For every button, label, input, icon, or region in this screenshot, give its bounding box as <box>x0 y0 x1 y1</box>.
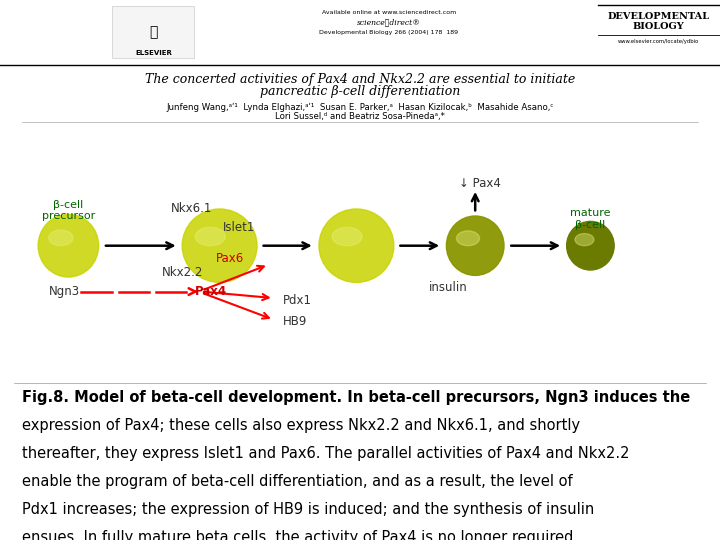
Ellipse shape <box>332 227 362 246</box>
Bar <box>112 6 194 58</box>
Text: expression of Pax4; these cells also express Nkx2.2 and Nkx6.1, and shortly: expression of Pax4; these cells also exp… <box>22 418 580 433</box>
Text: The concerted activities of Pax4 and Nkx2.2 are essential to initiate: The concerted activities of Pax4 and Nkx… <box>145 73 575 86</box>
Text: mature
β-cell: mature β-cell <box>570 208 611 230</box>
Text: Junfeng Wang,ᵃʹ¹  Lynda Elghazi,ᵃʹ¹  Susan E. Parker,ᵃ  Hasan Kizilocak,ᵇ  Masah: Junfeng Wang,ᵃʹ¹ Lynda Elghazi,ᵃʹ¹ Susan… <box>166 103 554 112</box>
Text: Islet1: Islet1 <box>223 221 256 234</box>
Ellipse shape <box>446 216 504 275</box>
Text: Fig.8. Model of beta-cell development. In beta-cell precursors, Ngn3 induces the: Fig.8. Model of beta-cell development. I… <box>22 390 690 405</box>
Text: β-cell
precursor: β-cell precursor <box>42 200 95 221</box>
Ellipse shape <box>567 221 614 270</box>
Text: Pax6: Pax6 <box>216 252 244 265</box>
Text: BIOLOGY: BIOLOGY <box>633 22 685 31</box>
Ellipse shape <box>49 230 73 246</box>
Text: thereafter, they express Islet1 and Pax6. The parallel activities of Pax4 and Nk: thereafter, they express Islet1 and Pax6… <box>22 446 629 461</box>
Text: Nkx6.1: Nkx6.1 <box>171 202 212 215</box>
Text: pancreatic β-cell differentiation: pancreatic β-cell differentiation <box>260 85 460 98</box>
Ellipse shape <box>195 227 225 246</box>
Text: Pdx1 increases; the expression of HB9 is induced; and the synthesis of insulin: Pdx1 increases; the expression of HB9 is… <box>22 502 594 517</box>
Text: Pax4: Pax4 <box>194 285 227 298</box>
Text: Nkx2.2: Nkx2.2 <box>162 266 203 279</box>
Ellipse shape <box>575 233 594 246</box>
Ellipse shape <box>456 231 480 246</box>
Ellipse shape <box>182 209 257 282</box>
Text: Lori Sussel,ᵈ and Beatriz Sosa-Pinedaᵃ,*: Lori Sussel,ᵈ and Beatriz Sosa-Pinedaᵃ,* <box>275 112 445 122</box>
Text: Available online at www.sciencedirect.com: Available online at www.sciencedirect.co… <box>322 10 456 15</box>
Text: Pdx1: Pdx1 <box>283 294 312 307</box>
Text: HB9: HB9 <box>283 315 307 328</box>
Text: scienceⓐdirect®: scienceⓐdirect® <box>357 18 420 26</box>
Ellipse shape <box>38 214 99 277</box>
Text: ↓ Pax4: ↓ Pax4 <box>459 177 501 190</box>
Ellipse shape <box>319 209 394 282</box>
Text: insulin: insulin <box>428 281 467 294</box>
Text: Developmental Biology 266 (2004) 178  189: Developmental Biology 266 (2004) 178 189 <box>319 30 459 35</box>
Text: www.elsevier.com/locate/ydbio: www.elsevier.com/locate/ydbio <box>618 39 699 44</box>
Text: DEVELOPMENTAL: DEVELOPMENTAL <box>608 12 710 22</box>
Text: ensues. In fully mature beta cells, the activity of Pax4 is no longer required.: ensues. In fully mature beta cells, the … <box>22 530 577 540</box>
Text: enable the program of beta-cell differentiation, and as a result, the level of: enable the program of beta-cell differen… <box>22 474 572 489</box>
Text: Ngn3: Ngn3 <box>49 285 80 298</box>
Text: 🌲: 🌲 <box>149 25 158 39</box>
Text: ELSEVIER: ELSEVIER <box>135 50 172 56</box>
